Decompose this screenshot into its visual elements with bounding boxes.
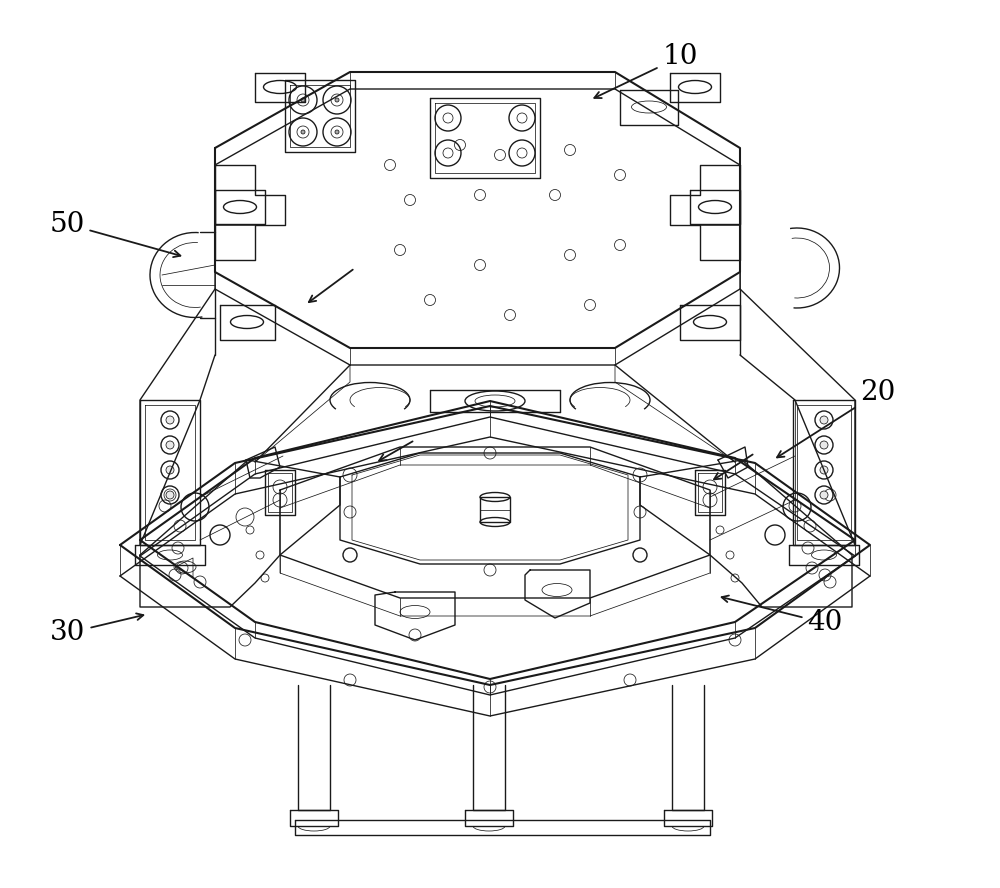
Text: 10: 10 bbox=[594, 44, 698, 98]
Circle shape bbox=[820, 441, 828, 449]
Circle shape bbox=[166, 466, 174, 474]
Circle shape bbox=[335, 98, 339, 102]
Text: 20: 20 bbox=[777, 379, 896, 457]
Text: 30: 30 bbox=[50, 614, 143, 646]
Circle shape bbox=[820, 416, 828, 424]
Circle shape bbox=[166, 416, 174, 424]
Circle shape bbox=[335, 130, 339, 134]
Circle shape bbox=[820, 491, 828, 499]
Text: 50: 50 bbox=[49, 210, 180, 258]
Circle shape bbox=[820, 466, 828, 474]
Circle shape bbox=[301, 130, 305, 134]
Circle shape bbox=[166, 441, 174, 449]
Circle shape bbox=[301, 98, 305, 102]
Text: 40: 40 bbox=[722, 596, 843, 637]
Circle shape bbox=[166, 491, 174, 499]
